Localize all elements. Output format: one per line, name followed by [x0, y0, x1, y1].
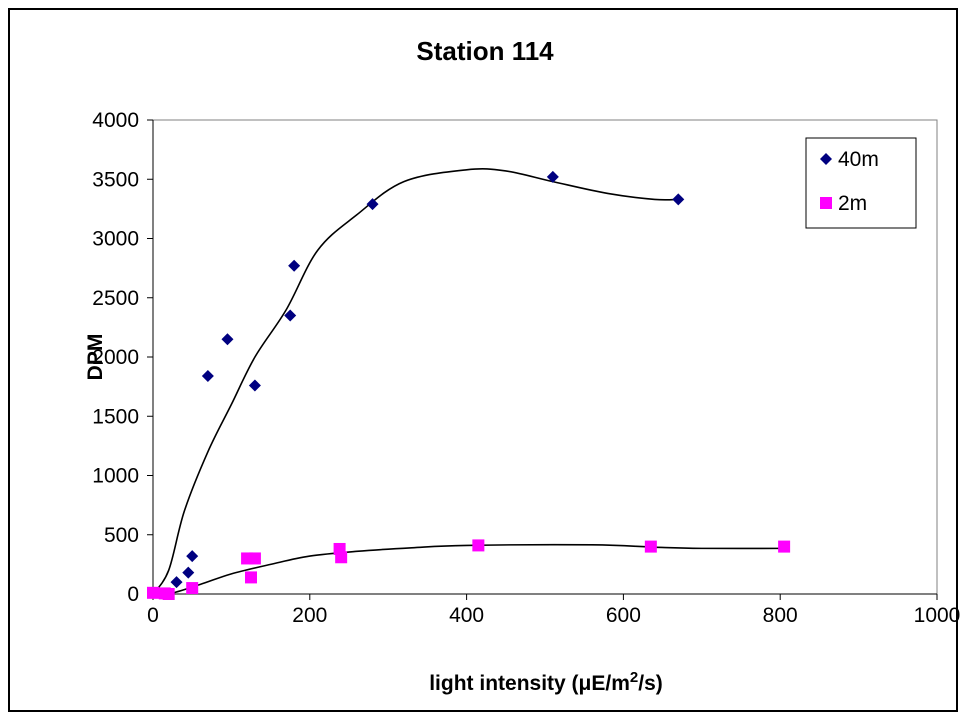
x-tick-label: 400	[449, 604, 484, 627]
plot-area: 0 500 1000 1500 2000 2500 3000 3500 4000 0 200 400 6…	[92, 109, 960, 627]
data-point-40m	[182, 566, 195, 579]
y-tick-label: 1000	[92, 465, 139, 488]
data-point-40m	[221, 333, 234, 346]
trendline-2m	[152, 543, 785, 596]
y-tick-label: 500	[104, 524, 139, 547]
x-axis-label: light intensity (μE/m2/s)	[429, 669, 663, 695]
data-point-40m	[248, 379, 261, 392]
y-tick-label: 3000	[92, 228, 139, 251]
data-point-40m	[284, 309, 297, 322]
data-point-40m	[186, 550, 199, 563]
chart-title: Station 114	[416, 36, 554, 66]
data-point-40m	[288, 259, 301, 272]
data-point-2m	[147, 586, 159, 599]
data-point-2m	[186, 582, 199, 595]
series-40m	[147, 168, 685, 599]
data-point-2m	[162, 588, 175, 600]
data-point-2m	[778, 540, 791, 553]
x-tick-label: 1000	[914, 604, 961, 627]
x-tick-label: 0	[147, 604, 159, 627]
y-tick-label: 0	[127, 583, 139, 606]
y-tick-label: 4000	[92, 109, 139, 132]
legend-label-2m: 2m	[838, 192, 867, 215]
data-point-40m	[201, 369, 214, 382]
data-point-2m	[248, 552, 261, 565]
legend-label-40m: 40m	[838, 148, 879, 171]
data-point-40m	[170, 576, 183, 589]
series-2m	[147, 539, 791, 600]
x-tick-label: 200	[292, 604, 327, 627]
x-tick-label: 800	[763, 604, 798, 627]
data-point-2m	[472, 539, 485, 552]
legend: 40m 2m	[805, 137, 917, 229]
data-point-40m	[366, 198, 379, 211]
y-tick-label: 3500	[92, 168, 139, 191]
legend-marker-2m	[820, 197, 832, 209]
x-tick-label: 600	[606, 604, 641, 627]
data-point-40m	[672, 193, 685, 206]
legend-box	[805, 137, 917, 229]
trendline-40m	[152, 168, 679, 595]
y-tick-label: 2500	[92, 287, 139, 310]
data-point-40m	[546, 170, 559, 183]
data-point-2m	[644, 540, 657, 553]
y-tick-label: 1500	[92, 405, 139, 428]
data-point-2m	[335, 551, 348, 564]
data-point-2m	[245, 571, 257, 584]
legend-marker-40m	[820, 153, 832, 165]
y-tick-label: 2000	[92, 346, 139, 369]
y-axis-label: DPM	[84, 334, 107, 381]
